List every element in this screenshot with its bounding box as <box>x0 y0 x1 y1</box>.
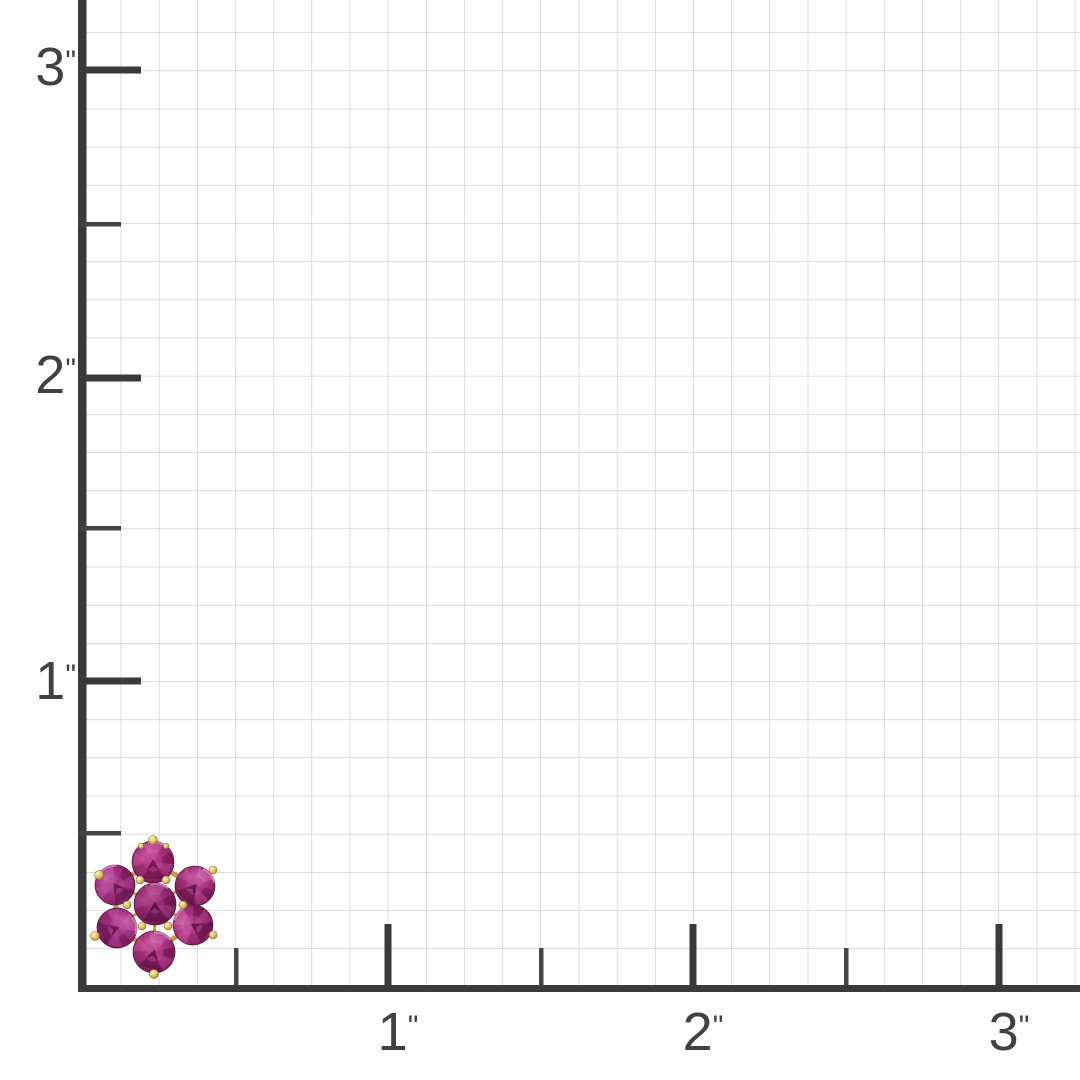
y-axis-minor-ticks <box>79 222 121 836</box>
axis-labels: 3" 2" 1" 1" 2" 3" <box>35 37 1029 1062</box>
gem-tint <box>98 909 136 947</box>
prong-bead <box>208 930 218 940</box>
prong-bead <box>161 875 171 885</box>
y-axis-line <box>78 0 87 992</box>
prong-bead <box>135 875 145 885</box>
x-tick-2in <box>689 924 697 985</box>
x-tick-2-5in <box>844 948 849 985</box>
inch-mark: " <box>408 1010 419 1043</box>
x-axis-label-2in: 2" <box>683 1002 724 1062</box>
y-tick-1-5in <box>79 526 121 531</box>
inch-mark: " <box>713 1010 724 1043</box>
gem-flower-image <box>86 835 224 979</box>
prong-bead <box>90 931 100 941</box>
prong-bead <box>137 921 147 931</box>
prong-bead <box>94 870 104 880</box>
y-label-2-value: 2 <box>35 345 65 405</box>
x-label-3-value: 3 <box>989 1002 1019 1062</box>
y-tick-2-5in <box>79 222 121 227</box>
y-tick-3in <box>79 66 141 74</box>
gem-tint <box>133 842 173 882</box>
x-label-1-value: 1 <box>378 1002 408 1062</box>
inch-mark: " <box>1019 1010 1030 1043</box>
y-axis-label-2in: 2" <box>35 345 76 405</box>
y-axis-label-1in: 1" <box>35 651 76 711</box>
x-axis-minor-ticks <box>234 948 849 985</box>
x-axis-label-1in: 1" <box>378 1002 419 1062</box>
y-axis-major-ticks <box>79 66 141 685</box>
prong-bead <box>163 921 173 931</box>
prong-bead <box>208 865 218 875</box>
inch-mark: " <box>65 45 76 78</box>
x-axis-line <box>78 985 1080 992</box>
prong-bead <box>178 900 188 910</box>
prong-bead <box>148 835 158 845</box>
grid-area <box>82 0 1080 987</box>
x-tick-1-5in <box>539 948 544 985</box>
gold-prong-beads <box>90 835 218 979</box>
gem-tint <box>135 884 175 924</box>
inch-mark: " <box>65 659 76 692</box>
gem-tint <box>96 866 134 904</box>
x-tick-1in <box>384 924 392 985</box>
x-tick-0-5in <box>234 948 239 985</box>
y-tick-2in <box>79 374 141 382</box>
x-axis-major-ticks <box>384 924 1003 985</box>
gem-stones <box>86 839 224 979</box>
prong-bead <box>122 900 132 910</box>
y-tick-0-5in <box>79 831 121 836</box>
y-label-1-value: 1 <box>35 651 65 711</box>
y-tick-1in <box>79 677 141 685</box>
prong-bead <box>162 842 170 850</box>
axes <box>78 0 1080 992</box>
x-tick-3in <box>995 924 1003 985</box>
y-axis-label-3in: 3" <box>35 37 76 97</box>
inch-mark: " <box>65 353 76 386</box>
y-label-3-value: 3 <box>35 37 65 97</box>
prong-bead <box>137 842 145 850</box>
x-label-2-value: 2 <box>683 1002 713 1062</box>
prong-bead <box>149 969 159 979</box>
x-axis-label-3in: 3" <box>989 1002 1030 1062</box>
